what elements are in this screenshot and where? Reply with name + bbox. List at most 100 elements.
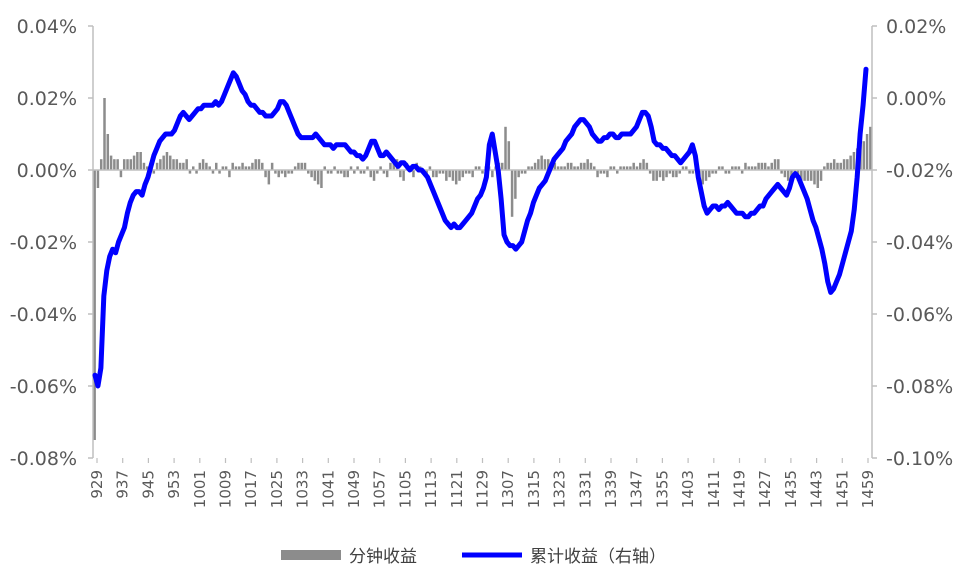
minute-return-bar (165, 152, 169, 170)
minute-return-bar (553, 162, 557, 170)
minute-return-bar (668, 170, 672, 174)
right-tick-label: -0.02% (886, 160, 953, 182)
minute-return-bar (520, 170, 524, 174)
minute-return-bar (379, 166, 382, 170)
minute-return-bar (675, 170, 678, 178)
minute-return-bar (477, 166, 481, 170)
minute-return-bar (744, 162, 747, 170)
minute-return-bar (224, 166, 228, 170)
minute-return-bar (711, 170, 714, 174)
minute-return-bar (330, 170, 333, 174)
minute-return-bar (609, 166, 612, 170)
minute-return-bar (254, 159, 257, 170)
minute-return-bar (277, 170, 280, 178)
minute-return-bar (178, 162, 182, 170)
left-tick-label: -0.02% (10, 232, 77, 254)
minute-return-bar (349, 166, 353, 170)
minute-return-bar (448, 170, 451, 178)
x-tick-label: 937 (114, 470, 132, 499)
minute-return-bar (826, 162, 829, 170)
minute-return-bar (655, 170, 658, 181)
minute-return-bar (579, 162, 583, 170)
x-tick-label: 1121 (448, 470, 466, 508)
minute-return-bar (438, 170, 442, 174)
minute-return-bar (846, 159, 849, 170)
right-tick-label: -0.10% (886, 448, 953, 470)
minute-return-bar (93, 170, 96, 440)
minute-return-bar (431, 170, 435, 178)
minute-return-bar (454, 170, 458, 185)
minute-return-bar (310, 170, 313, 178)
x-tick-label: 1355 (653, 470, 671, 508)
x-tick-label: 1403 (679, 470, 697, 508)
minute-return-bar (704, 170, 708, 181)
minute-return-bar (293, 166, 297, 170)
minute-return-bar (234, 166, 238, 170)
minute-return-bar (188, 170, 192, 174)
minute-return-bar (182, 162, 185, 170)
minute-return-bar (468, 170, 471, 174)
right-tick-label: -0.06% (886, 304, 953, 326)
right-tick-label: -0.04% (886, 232, 953, 254)
minute-return-bar (284, 170, 287, 178)
minute-return-bar (563, 166, 566, 170)
minute-return-bar (185, 159, 188, 170)
minute-return-bar (392, 162, 396, 170)
minute-return-bar (280, 170, 284, 174)
minute-return-bar (369, 170, 372, 178)
legend-line-label: 累计收益（右轴） (530, 547, 666, 567)
minute-return-bar (116, 159, 119, 170)
minute-return-bar (803, 170, 806, 181)
x-tick-label: 1025 (268, 470, 286, 508)
left-tick-label: 0.00% (17, 160, 77, 182)
minute-return-bar (510, 170, 514, 217)
minute-return-bar (642, 159, 645, 170)
left-tick-label: 0.04% (17, 16, 77, 38)
minute-return-bar (721, 166, 724, 170)
minute-return-bar (523, 170, 527, 174)
minute-return-bar (247, 166, 251, 170)
minute-return-bar (215, 162, 218, 170)
minute-return-bar (119, 170, 123, 178)
minute-return-bar (382, 170, 386, 174)
minute-return-bar (356, 166, 359, 170)
minute-return-bar (836, 162, 839, 170)
minute-return-bar (303, 162, 307, 170)
minute-return-bar (632, 162, 635, 170)
minute-return-bar (445, 170, 448, 181)
left-tick-label: -0.06% (10, 376, 77, 398)
x-tick-label: 1419 (731, 470, 749, 508)
minute-return-bar (731, 166, 734, 170)
minute-return-bar (159, 159, 162, 170)
minute-return-bar (103, 98, 106, 170)
minute-return-bar (645, 162, 649, 170)
minute-return-bar (366, 166, 369, 170)
minute-return-bar (336, 170, 340, 174)
left-tick-label: -0.08% (10, 448, 77, 470)
minute-return-bar (162, 155, 165, 170)
minute-return-bar (435, 170, 438, 178)
x-axis-ticks: 929 937 945 953 1001 1009 1017 1025 1033 1041 1049… (88, 458, 877, 508)
minute-return-bar (622, 166, 626, 170)
minute-return-bar (809, 170, 813, 181)
minute-return-bar (708, 170, 711, 178)
minute-return-bar (195, 170, 198, 174)
minute-return-bar (671, 170, 675, 178)
x-tick-label: 1443 (808, 470, 826, 508)
right-tick-label: 0.00% (886, 88, 946, 110)
x-tick-label: 1331 (576, 470, 594, 508)
minute-return-bar (586, 159, 589, 170)
minute-return-bar (678, 170, 681, 174)
x-tick-label: 1427 (756, 470, 774, 508)
minute-return-bar (458, 170, 461, 181)
minute-return-bar (346, 170, 349, 178)
minute-return-bar (402, 170, 405, 181)
minute-return-bar (688, 170, 691, 174)
minute-return-bar (599, 170, 603, 174)
x-tick-label: 1129 (474, 470, 492, 508)
minute-return-bar (869, 126, 872, 170)
minute-return-bar (619, 166, 622, 170)
minute-return-bar (251, 162, 254, 170)
